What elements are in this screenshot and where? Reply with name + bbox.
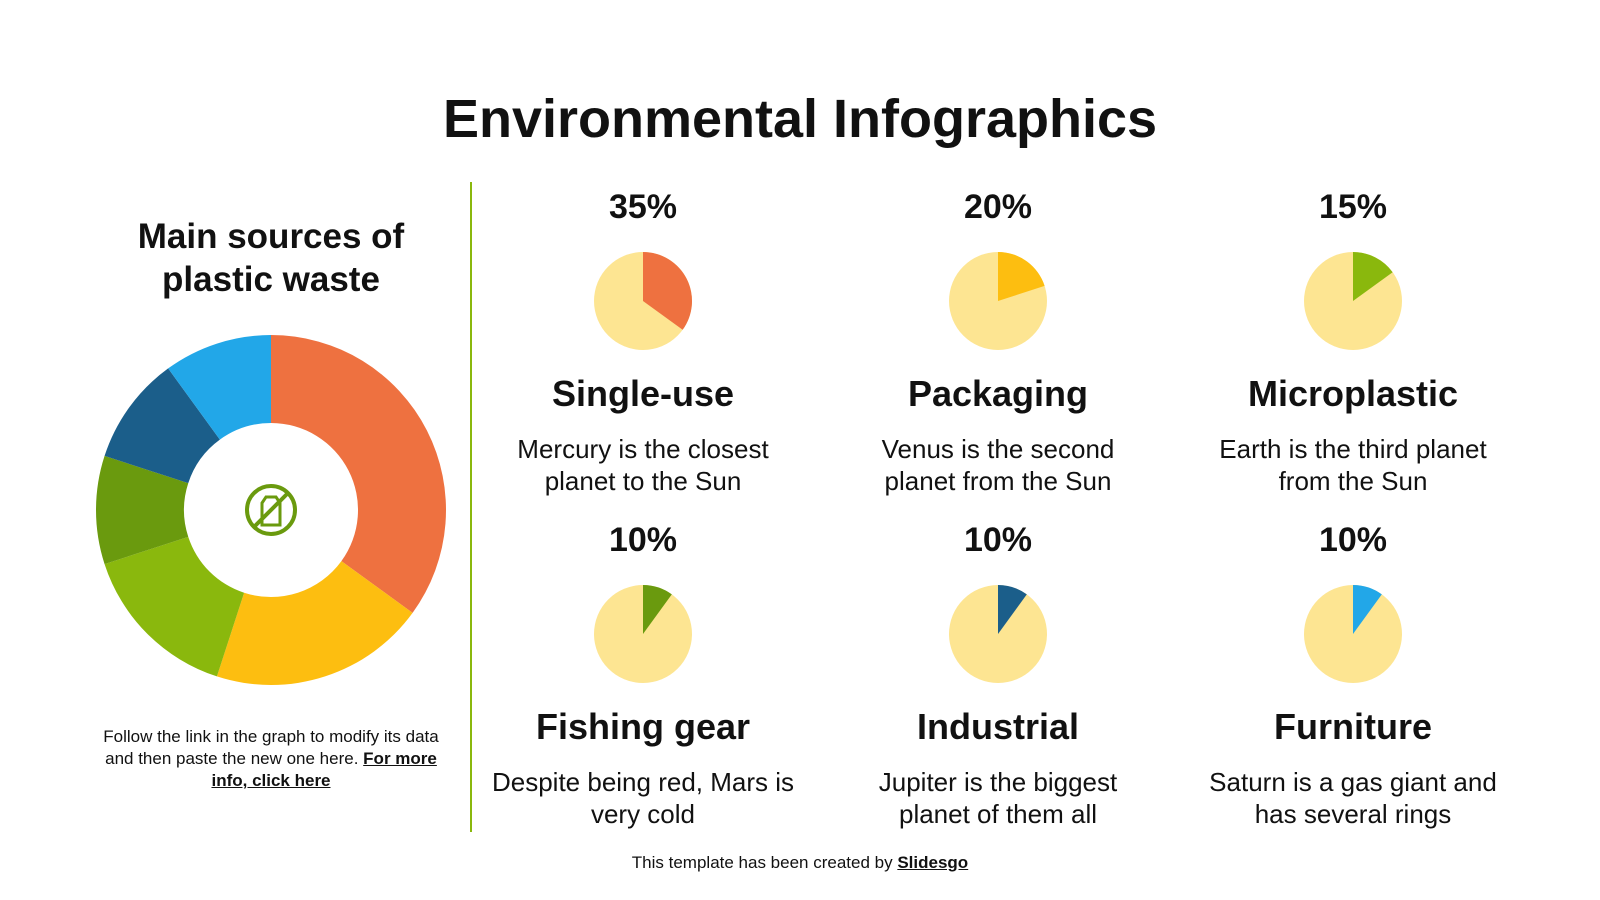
footer-text: This template has been created by [631,853,893,872]
donut-segment [271,335,446,613]
footer-link[interactable]: Slidesgo [897,853,969,872]
value-label: 35% [608,188,678,226]
donut-segment [104,536,245,677]
description: Despite being red, Mars is very cold [491,767,795,829]
description: Saturn is a gas giant and has several ri… [1209,767,1497,829]
donut-title: Main sources of plastic waste [137,217,405,299]
pie-slice [643,585,672,634]
value-label: 15% [1318,188,1388,226]
description: Jupiter is the biggest planet of them al… [878,767,1118,829]
category-name: Single-use [551,373,735,414]
donut-segment [168,335,271,440]
note-text: Follow the link in the graph to modify i… [103,727,439,768]
donut-segment [216,561,413,685]
description: Venus is the second planet from the Sun [881,434,1115,496]
footer: This template has been created by Slides… [0,853,1600,873]
category-name: Packaging [907,373,1089,414]
pie-slice [643,252,692,330]
pie-slice [1353,252,1393,301]
description: Earth is the third planet from the Sun [1219,434,1487,496]
pie-slice [998,585,1027,634]
note: Follow the link in the graph to modify i… [95,726,447,792]
page-title: Environmental Infographics [442,89,1158,149]
value-label: 10% [608,521,678,559]
pie-slice [1353,585,1382,634]
value-label: 20% [963,188,1033,226]
category-name: Fishing gear [535,706,751,747]
no-plastic-icon [245,484,297,536]
donut-segment [104,368,220,484]
pie-slice [998,252,1045,301]
category-name: Industrial [916,706,1080,747]
value-label: 10% [963,521,1033,559]
note-link[interactable]: For more info, click here [211,749,437,790]
category-name: Furniture [1274,706,1432,747]
marks [95,252,1402,685]
category-name: Microplastic [1247,373,1459,414]
description: Mercury is the closest planet to the Sun [517,434,769,496]
donut-segment [95,455,189,565]
value-label: 10% [1318,521,1388,559]
